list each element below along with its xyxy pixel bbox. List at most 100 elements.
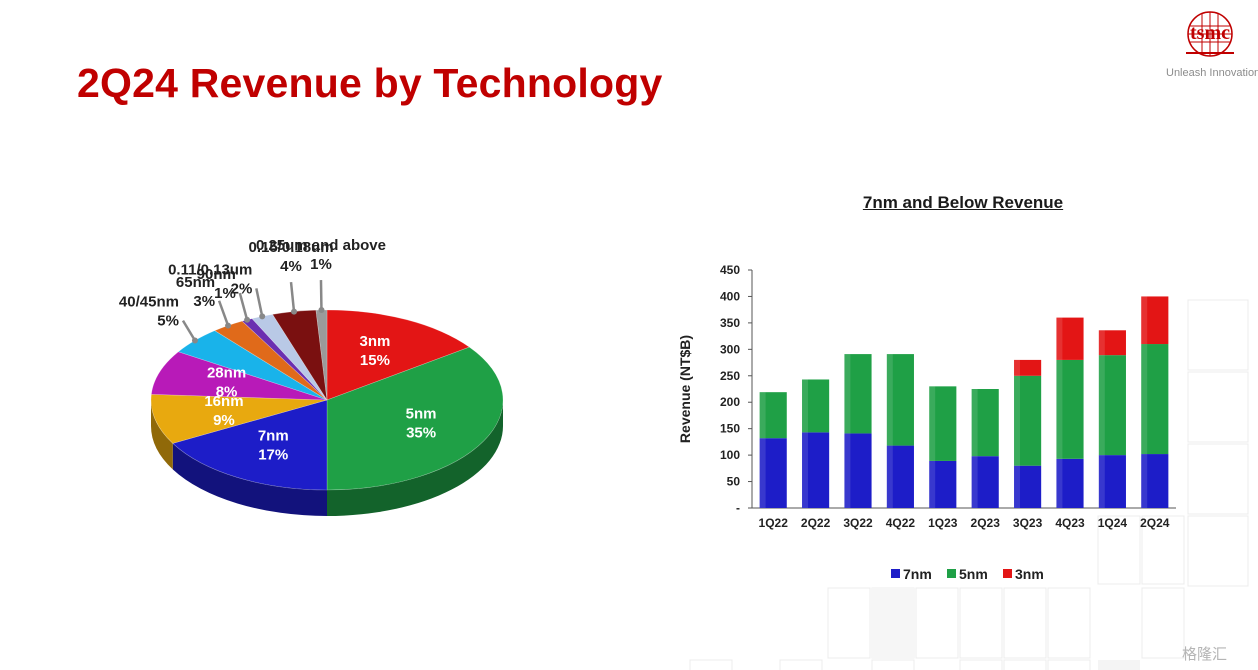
y-tick-label: - <box>736 501 740 515</box>
pie-label-16nm: 16nm 9% <box>204 393 243 429</box>
pie-label-value: 3% <box>193 293 215 310</box>
pie-side-walls <box>151 400 503 516</box>
bar-chart-title: 7nm and Below Revenue <box>740 193 1186 213</box>
bar-highlight <box>886 354 893 446</box>
leader-line <box>181 319 197 342</box>
bar-highlight <box>1098 455 1105 508</box>
pie-label-name: 0.25um and above <box>256 237 386 254</box>
pie-label-name: 65nm <box>176 274 215 291</box>
y-tick-label: 450 <box>720 263 740 277</box>
pie-label-65nm: 65nm 3% <box>176 274 232 329</box>
bar-segment-7nm <box>759 438 787 508</box>
logo-globe-icon <box>1187 11 1233 57</box>
bar-segment-5nm <box>929 386 957 461</box>
bar-highlight <box>844 354 851 434</box>
bar-segment-7nm <box>971 456 999 508</box>
pie-label-name: 40/45nm <box>119 294 179 311</box>
bar-group-1q22 <box>759 392 787 508</box>
bar-segment-5nm <box>1141 344 1169 455</box>
bar-segment-5nm <box>886 354 914 446</box>
legend-label: 3nm <box>1015 566 1044 582</box>
leader-dot <box>225 322 232 329</box>
bar-group-2q24 <box>1141 296 1169 508</box>
pie-label-value: 35% <box>406 425 436 442</box>
pie-label-0-11-0-13um: 0.11/0.13um 2% <box>168 261 266 320</box>
pie-label-name: 90nm <box>197 266 236 283</box>
y-tick-label: 400 <box>720 289 740 303</box>
pie-slice-7nm <box>172 399 328 491</box>
pie-label-name: 7nm <box>258 427 289 444</box>
bar-segment-5nm <box>971 389 999 457</box>
bar-segment-7nm <box>1014 465 1042 508</box>
x-tick-label: 1Q22 <box>759 516 789 530</box>
bar-highlight <box>759 392 766 439</box>
leader-line <box>289 281 296 312</box>
pie-slice-16nm <box>150 394 328 444</box>
bar-highlight <box>844 433 851 508</box>
bar-highlight <box>1014 375 1021 466</box>
legend-item-5nm: 5nm <box>947 566 988 582</box>
y-axis-label: Revenue (NT$B) <box>677 335 693 443</box>
pie-slice-28nm <box>151 351 328 401</box>
pie-label-90nm: 90nm 1% <box>197 266 251 323</box>
bar-segment-7nm <box>1098 455 1126 508</box>
bar-segment-7nm <box>886 445 914 508</box>
pie-label-name: 28nm <box>207 364 246 381</box>
pie-label-value: 1% <box>310 256 332 273</box>
bar-highlight <box>1056 317 1063 360</box>
pie-label-name: 3nm <box>360 333 391 350</box>
bar-group-4q22 <box>886 354 914 508</box>
bar-segment-5nm <box>802 379 830 433</box>
bar-segment-3nm <box>1056 317 1084 360</box>
legend-item-7nm: 7nm <box>891 566 932 582</box>
x-tick-label: 2Q22 <box>801 516 831 530</box>
pie-label-value: 17% <box>258 446 288 463</box>
leader-line <box>217 300 230 326</box>
pie-label-name: 0.11/0.13um <box>168 261 252 278</box>
pie-label-value: 5% <box>157 313 179 330</box>
bar-group-3q23 <box>1014 359 1042 508</box>
bar-highlight <box>1141 344 1148 455</box>
bar-highlight <box>886 445 893 508</box>
bar-group-2q22 <box>802 379 830 508</box>
pie-label-name: 5nm <box>406 406 437 423</box>
bar-group-3q22 <box>844 354 872 508</box>
pie-label-0-15-0-18um: 0.15/0.18um 4% <box>248 239 334 315</box>
pie-side-7nm <box>172 443 327 516</box>
slide-title: 2Q24 Revenue by Technology <box>77 60 663 106</box>
pie-label-value: 1% <box>214 285 236 302</box>
bar-segment-7nm <box>844 433 872 508</box>
x-tick-label: 1Q23 <box>928 516 958 530</box>
tsmc-logo: tsmc <box>1186 11 1234 57</box>
pie-label-name: 0.15/0.18um <box>248 239 333 256</box>
x-tick-label: 2Q23 <box>971 516 1001 530</box>
y-tick-label: 300 <box>720 342 740 356</box>
x-tick-label: 3Q23 <box>1013 516 1043 530</box>
pie-label-value: 9% <box>213 412 235 429</box>
bar-group-1q24 <box>1098 330 1126 508</box>
bar-highlight <box>1056 359 1063 459</box>
x-tick-label: 1Q24 <box>1098 516 1128 530</box>
bar-segment-5nm <box>844 354 872 434</box>
bar-segment-3nm <box>1141 296 1169 345</box>
pie-label-value: 4% <box>280 258 302 275</box>
leader-dot <box>259 313 266 320</box>
pie-side-16nm <box>151 400 173 470</box>
y-tick-label: 100 <box>720 448 740 462</box>
leader-line <box>255 288 264 317</box>
y-tick-label: 250 <box>720 369 740 383</box>
y-tick-label: 200 <box>720 395 740 409</box>
bar-highlight <box>929 386 936 461</box>
pie-label-28nm: 28nm 8% <box>207 364 246 400</box>
leader-dot <box>191 337 198 344</box>
leader-dot <box>291 308 298 315</box>
pie-label-0-25um-and-above: 0.25um and above 1% <box>256 237 386 314</box>
bar-group-1q23 <box>929 386 957 508</box>
y-tick-label: 150 <box>720 422 740 436</box>
bar-highlight <box>1098 330 1105 356</box>
bar-chart-title-text: 7nm and Below Revenue <box>862 193 1064 212</box>
legend-swatch <box>1003 569 1012 578</box>
bar-group-2q23 <box>971 389 999 508</box>
